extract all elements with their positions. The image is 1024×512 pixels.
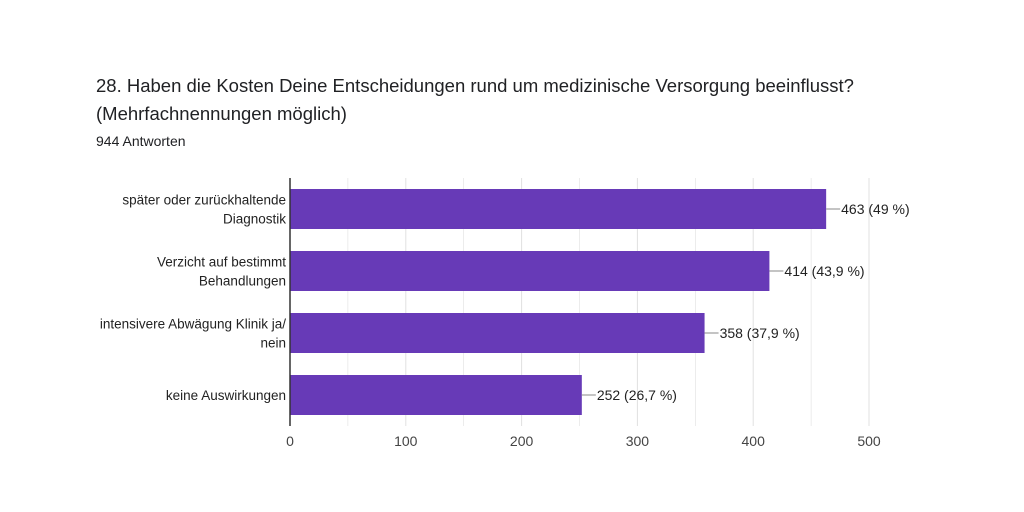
data-label: 252 (26,7 %) bbox=[597, 387, 677, 403]
bar bbox=[290, 251, 770, 291]
question-title: 28. Haben die Kosten Deine Entscheidunge… bbox=[96, 75, 854, 124]
data-label: 414 (43,9 %) bbox=[784, 263, 864, 279]
x-tick-label: 500 bbox=[857, 433, 881, 449]
category-label: Behandlungen bbox=[199, 274, 286, 289]
data-label: 358 (37,9 %) bbox=[720, 325, 800, 341]
x-tick-label: 400 bbox=[742, 433, 766, 449]
category-label: Verzicht auf bestimmt bbox=[157, 255, 286, 270]
category-label: Diagnostik bbox=[223, 212, 286, 227]
data-label: 463 (49 %) bbox=[841, 201, 909, 217]
category-label: intensivere Abwägung Klinik ja/ bbox=[100, 317, 286, 332]
bar bbox=[290, 313, 705, 353]
category-label: später oder zurückhaltende bbox=[122, 193, 286, 208]
bar bbox=[290, 189, 827, 229]
response-count: 944 Antworten bbox=[96, 133, 186, 149]
x-tick-label: 100 bbox=[394, 433, 418, 449]
x-tick-label: 0 bbox=[286, 433, 294, 449]
bar bbox=[290, 375, 582, 415]
x-tick-label: 200 bbox=[510, 433, 534, 449]
x-tick-label: 300 bbox=[626, 433, 650, 449]
category-label: nein bbox=[260, 336, 286, 351]
category-label: keine Auswirkungen bbox=[166, 388, 286, 403]
